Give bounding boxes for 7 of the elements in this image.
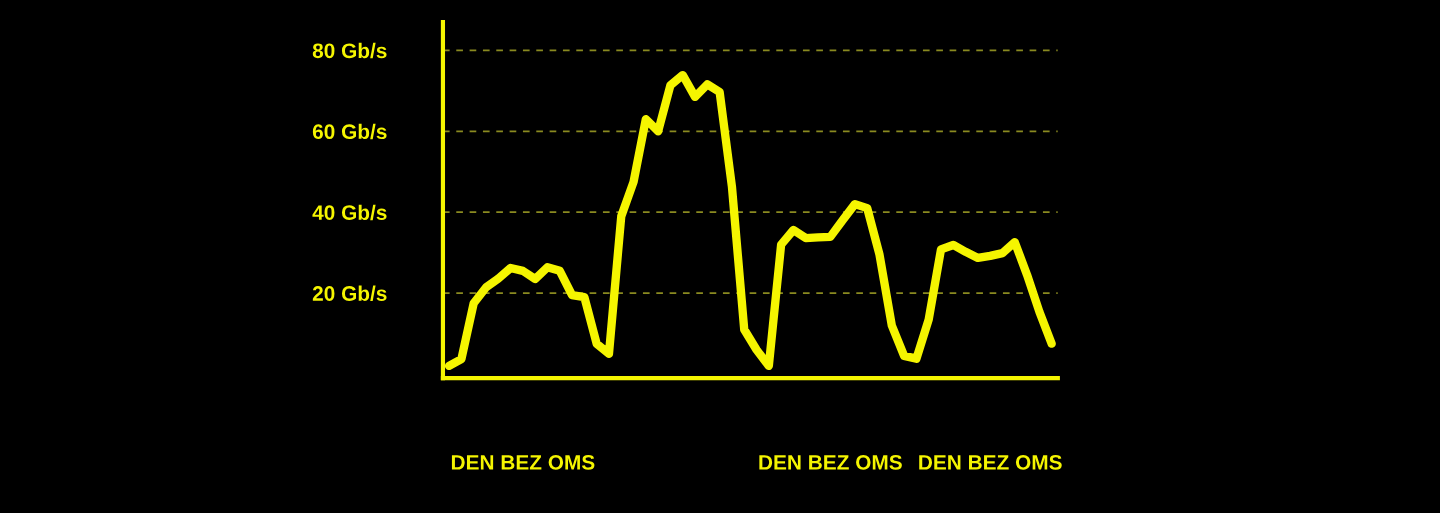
x-tick-label: DEN BEZ OMS [919,455,1062,470]
y-tick-label: 20 Gb/s [312,285,387,302]
y-tick-label: 80 Gb/s [312,42,387,59]
x-tick-label: DEN BEZ OMS [451,455,595,470]
y-tick-label: 60 Gb/s [312,123,387,140]
y-tick-label: 40 Gb/s [312,204,387,221]
x-tick-label: DEN BEZ OMS [759,455,902,470]
